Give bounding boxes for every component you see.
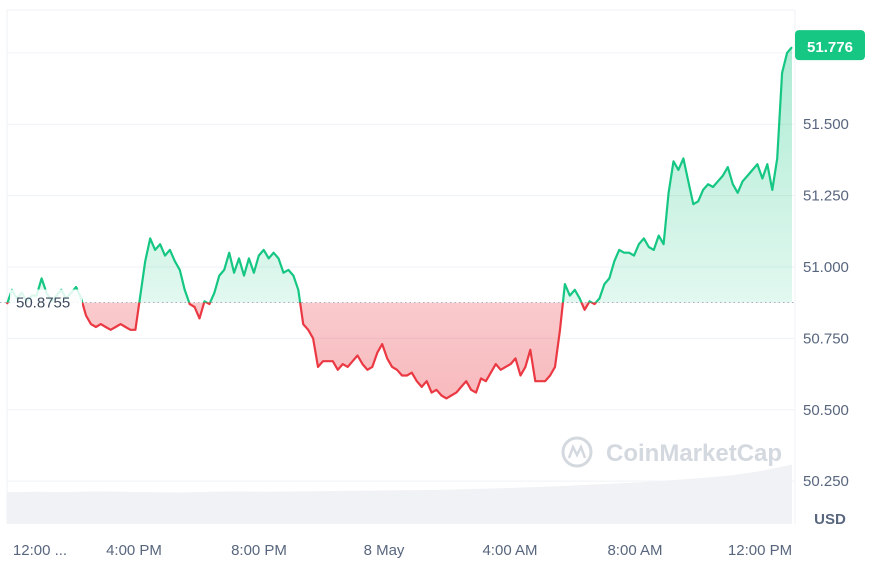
volume-area — [7, 464, 792, 524]
baseline-label-bg — [10, 289, 82, 312]
area-above-baseline — [7, 47, 792, 303]
price-line-up — [6, 46, 793, 303]
current-price-badge: 51.776 — [795, 30, 865, 61]
y-tick-label: 51.250 — [803, 188, 849, 205]
price-line — [5, 46, 793, 400]
watermark-text: CoinMarketCap — [606, 440, 782, 467]
watermark: CoinMarketCap — [561, 436, 782, 468]
currency-label: USD — [814, 511, 846, 528]
baseline-label: 50.8755 — [10, 289, 82, 312]
y-tick-label: 51.000 — [803, 259, 849, 276]
x-tick-label: 12:00 ... — [13, 542, 67, 559]
volume-fill — [7, 464, 792, 524]
price-line-down — [5, 302, 598, 400]
x-tick-label: 12:00 PM — [728, 542, 792, 559]
baseline-value: 50.8755 — [16, 295, 70, 312]
y-axis: 51.500 51.250 51.000 50.750 50.500 50.250 — [803, 116, 849, 490]
x-tick-label: 4:00 PM — [106, 542, 162, 559]
area-below-baseline — [7, 302, 792, 399]
x-tick-label: 8:00 AM — [607, 542, 662, 559]
logo-mark — [567, 443, 587, 459]
x-tick-label: 8 May — [364, 542, 405, 559]
y-tick-label: 50.750 — [803, 330, 849, 347]
price-area — [7, 47, 792, 399]
y-tick-label: 51.500 — [803, 116, 849, 133]
current-price-badge-bg — [795, 30, 865, 61]
x-tick-label: 8:00 PM — [231, 542, 287, 559]
x-axis: 12:00 ... 4:00 PM 8:00 PM 8 May 4:00 AM 8:00 … — [13, 542, 792, 559]
current-price-value: 51.776 — [807, 39, 853, 56]
y-tick-label: 50.500 — [803, 402, 849, 419]
x-tick-label: 4:00 AM — [482, 542, 537, 559]
y-tick-label: 50.250 — [803, 473, 849, 490]
coinmarketcap-logo-icon — [561, 436, 593, 468]
